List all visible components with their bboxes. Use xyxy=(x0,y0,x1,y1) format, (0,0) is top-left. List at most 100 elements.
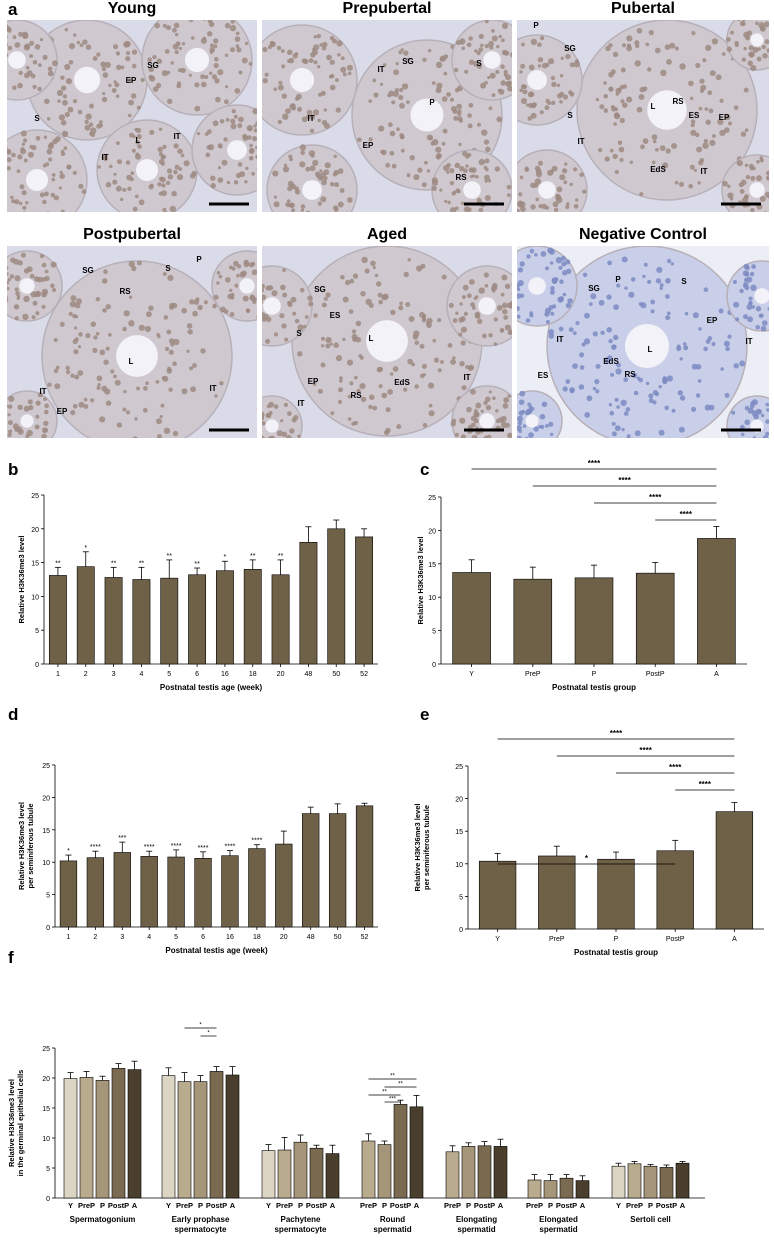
bar xyxy=(328,813,347,928)
cell-nucleus xyxy=(235,31,240,36)
cell-nucleus xyxy=(565,259,571,265)
cell-nucleus xyxy=(178,167,183,171)
cell-nucleus xyxy=(656,266,663,273)
cell-nucleus xyxy=(323,108,327,112)
cell-nucleus xyxy=(103,269,108,274)
cell-nucleus xyxy=(303,324,307,329)
cell-nucleus xyxy=(96,375,103,382)
cell-nucleus xyxy=(346,359,354,366)
cell-nucleus xyxy=(163,427,171,434)
cell-nucleus xyxy=(723,340,730,347)
cell-nucleus xyxy=(342,337,346,342)
cell-nucleus xyxy=(506,302,512,309)
cell-nucleus xyxy=(705,119,711,125)
cell-nucleus xyxy=(474,311,481,318)
cell-nucleus xyxy=(618,146,625,153)
cell-nucleus xyxy=(691,406,697,412)
cell-nucleus xyxy=(283,163,288,167)
cell-nucleus xyxy=(319,169,323,173)
cell-nucleus xyxy=(7,146,8,150)
cell-nucleus xyxy=(214,56,219,62)
cell-nucleus xyxy=(334,78,339,83)
cell-nucleus xyxy=(697,379,702,383)
cell-nucleus xyxy=(460,340,466,346)
cell-nucleus xyxy=(756,56,762,62)
cell-nucleus xyxy=(501,22,509,29)
cell-nucleus xyxy=(724,392,730,398)
bar xyxy=(59,860,78,928)
cell-nucleus xyxy=(60,75,65,80)
cell-nucleus xyxy=(460,201,465,206)
cell-nucleus xyxy=(683,345,689,351)
cell-nucleus xyxy=(265,285,271,291)
x-tick-label: A xyxy=(680,1201,686,1210)
cell-nucleus xyxy=(695,393,701,398)
x-tick-label: Y xyxy=(166,1201,171,1210)
cell-nucleus xyxy=(7,24,8,28)
cell-nucleus xyxy=(387,389,393,395)
cell-nucleus xyxy=(65,365,70,371)
cell-nucleus xyxy=(484,158,490,164)
cell-nucleus xyxy=(329,182,335,187)
cell-nucleus xyxy=(173,169,178,175)
cell-nucleus xyxy=(147,57,152,62)
cell-nucleus xyxy=(224,53,229,57)
cell-nucleus xyxy=(730,30,735,35)
cell-nucleus xyxy=(7,433,12,437)
x-tick-label: A xyxy=(414,1201,420,1210)
cell-nucleus xyxy=(484,283,489,288)
cell-nucleus xyxy=(743,46,747,51)
cell-nucleus xyxy=(165,180,171,186)
cell-nucleus xyxy=(620,67,626,73)
cell-nucleus xyxy=(54,383,61,390)
micrograph-label: EP xyxy=(308,377,319,386)
cell-nucleus xyxy=(146,311,152,318)
cell-nucleus xyxy=(759,25,766,32)
cell-nucleus xyxy=(594,379,600,385)
micrograph-label: IT xyxy=(101,153,108,162)
micrograph-label: L xyxy=(651,102,656,111)
cell-nucleus xyxy=(291,208,296,212)
x-tick-label: 1 xyxy=(67,934,71,941)
cell-nucleus xyxy=(136,134,142,140)
cell-nucleus xyxy=(265,338,271,344)
cell-nucleus xyxy=(297,434,301,438)
cell-nucleus xyxy=(100,61,107,68)
cell-nucleus xyxy=(60,120,67,126)
cell-nucleus xyxy=(758,313,763,318)
bar xyxy=(477,1145,492,1199)
cell-nucleus xyxy=(37,392,43,398)
cell-nucleus xyxy=(459,417,466,424)
cell-nucleus xyxy=(74,314,79,319)
cell-nucleus xyxy=(678,426,685,433)
cell-nucleus xyxy=(518,200,523,205)
y-tick-label: 15 xyxy=(42,1106,50,1113)
cell-nucleus xyxy=(278,80,283,85)
x-tick-label: PreP xyxy=(176,1201,193,1210)
cell-nucleus xyxy=(105,346,110,351)
cell-nucleus xyxy=(632,372,638,379)
cell-nucleus xyxy=(762,53,768,59)
cell-nucleus xyxy=(32,84,37,89)
cell-nucleus xyxy=(194,105,201,112)
bar xyxy=(325,1153,340,1199)
cell-nucleus xyxy=(330,411,335,416)
cell-nucleus xyxy=(50,283,55,289)
cell-nucleus xyxy=(407,258,411,262)
cell-nucleus xyxy=(665,315,671,321)
cell-nucleus xyxy=(175,41,181,47)
cell-nucleus xyxy=(480,43,484,48)
cell-nucleus xyxy=(68,60,74,65)
cell-nucleus xyxy=(101,385,108,392)
cell-nucleus xyxy=(530,204,536,210)
cell-nucleus xyxy=(558,265,563,270)
cell-nucleus xyxy=(483,437,486,438)
cell-nucleus xyxy=(744,128,749,132)
cell-nucleus xyxy=(134,194,139,199)
cell-nucleus xyxy=(643,262,648,267)
cell-nucleus xyxy=(320,362,326,368)
cell-nucleus xyxy=(231,109,236,114)
x-tick-label: PostP xyxy=(666,936,685,943)
cell-nucleus xyxy=(452,108,458,114)
